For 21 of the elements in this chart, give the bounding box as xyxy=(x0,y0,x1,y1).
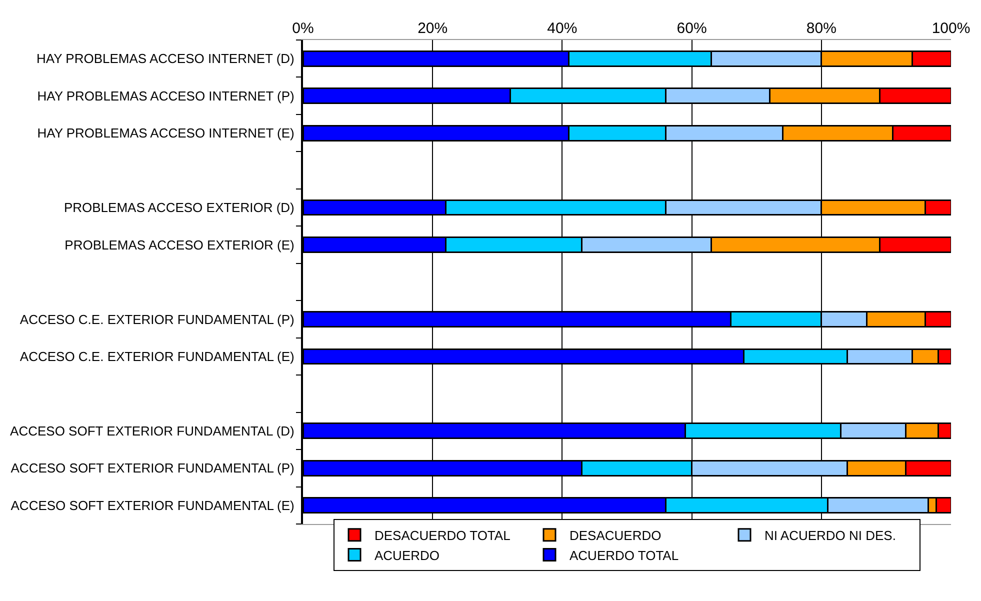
x-tick-label: 100% xyxy=(932,20,970,37)
legend-label: ACUERDO xyxy=(374,548,440,563)
legend-label: DESACUERDO TOTAL xyxy=(374,528,510,543)
y-tick-label: HAY PROBLEMAS ACCESO INTERNET (P) xyxy=(37,88,294,104)
legend-label: ACUERDO TOTAL xyxy=(570,548,679,563)
y-tick-label: ACCESO C.E. EXTERIOR FUNDAMENTAL (E) xyxy=(20,349,294,364)
legend-label: DESACUERDO xyxy=(570,528,662,543)
y-tick-label: HAY PROBLEMAS ACCESO INTERNET (E) xyxy=(37,126,294,141)
y-tick-label: ACCESO SOFT EXTERIOR FUNDAMENTAL (D) xyxy=(10,423,294,438)
y-tick-label: PROBLEMAS ACCESO EXTERIOR (D) xyxy=(64,200,294,216)
x-tick-label: 80% xyxy=(806,20,836,37)
y-tick-label: ACCESO SOFT EXTERIOR FUNDAMENTAL (P) xyxy=(10,460,294,476)
y-tick-label: ACCESO SOFT EXTERIOR FUNDAMENTAL (E) xyxy=(10,498,294,513)
x-tick-label: 40% xyxy=(547,20,578,37)
x-tick-label: 60% xyxy=(676,20,707,37)
y-tick-label: PROBLEMAS ACCESO EXTERIOR (E) xyxy=(64,237,294,252)
y-tick-label: HAY PROBLEMAS ACCESO INTERNET (D) xyxy=(36,51,294,66)
x-tick-label: 0% xyxy=(292,20,314,37)
x-tick-label: 20% xyxy=(418,20,448,37)
legend-label: NI ACUERDO NI DES. xyxy=(764,528,896,543)
y-tick-label: ACCESO C.E. EXTERIOR FUNDAMENTAL (P) xyxy=(20,312,294,327)
